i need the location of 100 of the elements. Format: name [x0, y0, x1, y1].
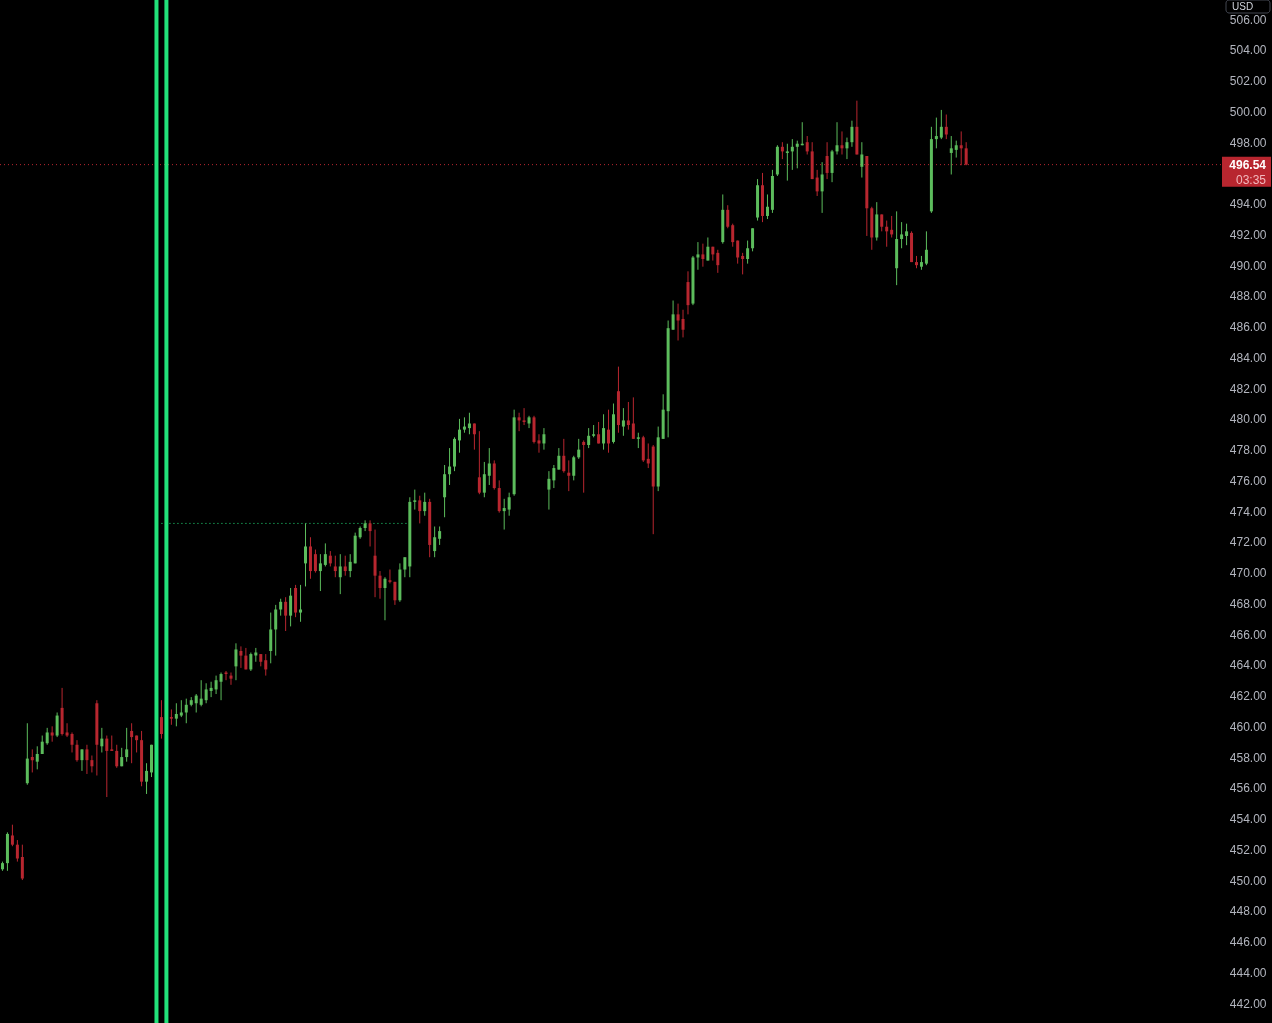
- candlestick: [751, 227, 755, 252]
- y-tick-label: 452.00: [1229, 842, 1267, 857]
- candlestick: [363, 519, 367, 532]
- candlestick: [264, 653, 268, 677]
- candlestick: [582, 439, 586, 494]
- y-tick-label: 486.00: [1229, 320, 1267, 335]
- y-tick-label: 448.00: [1229, 904, 1267, 919]
- candlestick: [348, 553, 352, 578]
- candlestick: [249, 652, 253, 672]
- candlestick: [746, 240, 750, 265]
- candlestick: [875, 201, 879, 242]
- y-tick-label: 454.00: [1229, 812, 1267, 827]
- y-tick-label: 460.00: [1229, 719, 1267, 734]
- candlestick: [100, 727, 104, 753]
- candlestick: [900, 221, 904, 249]
- candlestick: [105, 735, 109, 798]
- candlestick: [681, 309, 685, 338]
- candlestick: [671, 300, 675, 331]
- candlestick: [815, 169, 819, 197]
- candlestick: [621, 407, 625, 437]
- y-tick-label: 442.00: [1229, 996, 1267, 1011]
- candlestick: [115, 744, 119, 769]
- y-tick-label: 490.00: [1229, 258, 1267, 273]
- candlestick: [80, 748, 84, 772]
- candlestick: [284, 596, 288, 632]
- candlestick: [840, 130, 844, 155]
- candlestick: [184, 698, 188, 724]
- y-tick-label: 476.00: [1229, 473, 1267, 488]
- candlestick: [403, 556, 407, 578]
- candlestick: [199, 679, 203, 707]
- candlestick: [159, 699, 163, 740]
- candlestick: [467, 412, 471, 435]
- candlestick: [805, 135, 809, 155]
- candlestick: [433, 525, 437, 558]
- candlestick: [626, 401, 630, 431]
- candlestick: [368, 519, 372, 547]
- y-tick-label: 462.00: [1229, 689, 1267, 704]
- candlestick: [443, 464, 447, 518]
- candlestick: [438, 525, 442, 546]
- candlestick: [15, 839, 19, 863]
- y-tick-label: 484.00: [1229, 350, 1267, 365]
- candlestick: [289, 587, 293, 627]
- candlestick: [194, 693, 198, 713]
- candlestick: [607, 409, 611, 454]
- y-tick-label: 456.00: [1229, 781, 1267, 796]
- candlestick: [125, 727, 129, 763]
- candlestick: [448, 447, 452, 486]
- candlestick: [20, 844, 24, 881]
- candlestick: [413, 489, 417, 511]
- y-tick-label: 504.00: [1229, 43, 1267, 58]
- candlestick: [924, 230, 928, 266]
- candlestick: [741, 252, 745, 275]
- text: 03:35: [1235, 172, 1267, 187]
- candlestick: [10, 824, 14, 847]
- candlestick: [949, 135, 953, 175]
- candlestick: [318, 553, 322, 592]
- candlestick: [35, 745, 39, 770]
- y-tick-label: 494.00: [1229, 197, 1267, 212]
- candlestick: [239, 645, 243, 669]
- candlestick: [323, 542, 327, 567]
- candlestick: [304, 522, 307, 587]
- candlestick: [507, 492, 511, 517]
- candlestick: [686, 270, 690, 315]
- candlestick: [547, 470, 551, 511]
- candlestick: [30, 748, 34, 773]
- candlestick: [696, 241, 700, 271]
- y-tick-label: 468.00: [1229, 596, 1267, 611]
- candlestick: [90, 755, 94, 773]
- candlestick: [641, 435, 645, 463]
- candlestick: [820, 161, 824, 214]
- candlestick: [274, 604, 278, 657]
- candlestick: [944, 114, 948, 140]
- candlestick: [299, 584, 303, 623]
- candlestick: [169, 708, 173, 726]
- y-tick-label: 492.00: [1229, 227, 1267, 242]
- candlestick: [423, 492, 427, 517]
- candlestick: [830, 149, 834, 183]
- candlestick: [482, 461, 486, 498]
- candlestick: [542, 427, 546, 451]
- candlestick: [557, 447, 561, 471]
- candlestick: [577, 438, 581, 460]
- y-tick-label: 488.00: [1229, 289, 1267, 304]
- candlestick: [850, 120, 854, 148]
- candlestick: [204, 682, 208, 704]
- candlestick: [65, 722, 69, 738]
- y-tick-label: 502.00: [1229, 74, 1267, 89]
- candlestick: [174, 702, 178, 727]
- candlestick: [333, 555, 337, 578]
- candlestick: [338, 553, 342, 595]
- y-tick-label: 466.00: [1229, 627, 1267, 642]
- candlestick: [214, 675, 218, 695]
- candlestick: [229, 672, 233, 686]
- candlestick: [587, 427, 591, 449]
- candlestick: [835, 121, 839, 155]
- candlestick: [269, 612, 273, 664]
- y-tick-label: 472.00: [1229, 535, 1267, 550]
- candlestick: [562, 438, 566, 474]
- candlestick: [55, 711, 59, 738]
- candlestick: [388, 569, 392, 584]
- candlestick: [75, 739, 79, 763]
